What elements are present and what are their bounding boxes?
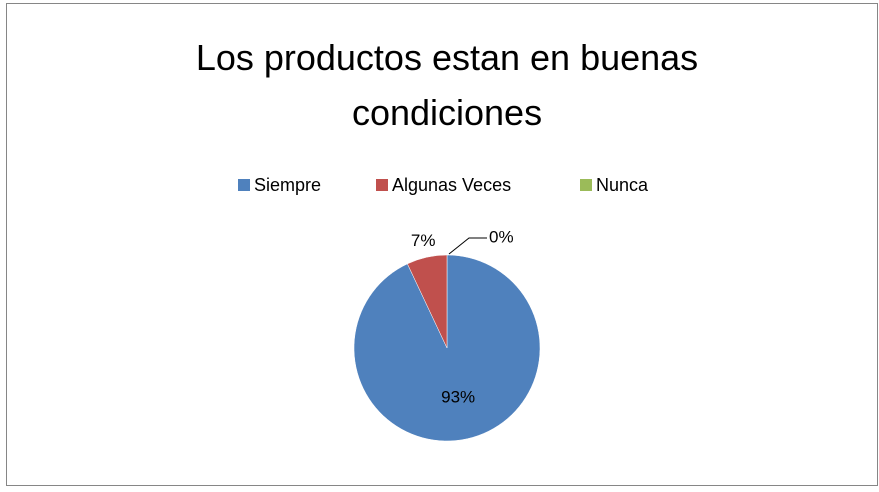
legend-swatch — [376, 179, 388, 191]
legend-label: Nunca — [596, 175, 649, 195]
legend-swatch — [238, 179, 250, 191]
pie-slice — [407, 254, 448, 349]
legend-label: Siempre — [254, 175, 321, 195]
data-label: 7% — [411, 231, 436, 250]
data-label: 93% — [441, 387, 475, 406]
legend-swatch — [580, 179, 592, 191]
pie-slice — [353, 254, 541, 442]
data-label: 0% — [489, 227, 514, 246]
chart-title: Los productos estan en buenas condiciones — [196, 37, 698, 133]
legend-label: Algunas Veces — [392, 175, 511, 195]
leader-line — [448, 237, 487, 255]
